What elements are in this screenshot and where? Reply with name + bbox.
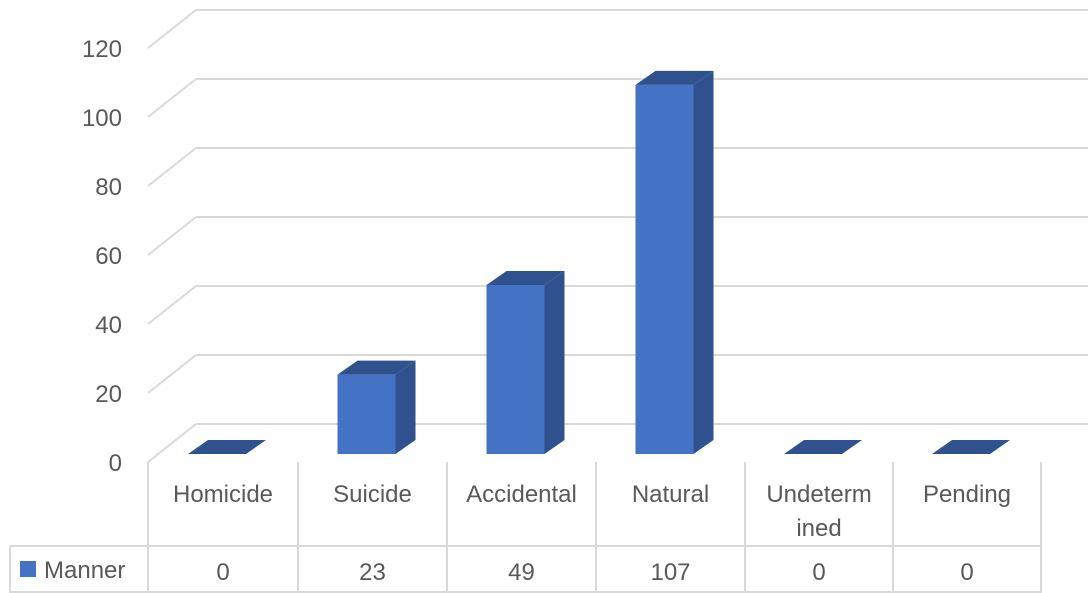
gridline-depth (147, 147, 197, 187)
gridline-depth (147, 354, 197, 394)
bar-top (188, 440, 266, 454)
legend-swatch (20, 561, 36, 577)
bar-side (395, 360, 416, 454)
data-value-label: 0 (216, 559, 229, 586)
gridline-depth (147, 216, 197, 256)
data-table: Homicide Suicide Accidental Natural Undeterm… (9, 462, 1042, 593)
y-tick-label: 80 (95, 174, 122, 201)
gridline-depth (147, 78, 197, 118)
bar (635, 70, 714, 454)
data-value-label: 107 (650, 559, 690, 586)
x-category-label: Natural (632, 481, 709, 508)
x-category-label: Pending (923, 481, 1011, 508)
bar-front (486, 284, 545, 454)
y-axis-ticks: 0 20 40 60 80 100 120 (82, 36, 122, 477)
data-value-label: 49 (508, 559, 535, 586)
data-value-label: 23 (359, 559, 386, 586)
y-tick-label: 0 (109, 450, 122, 477)
bar-top (486, 270, 565, 285)
bar-side (693, 70, 714, 454)
x-category-label: Accidental (466, 481, 577, 508)
bar (784, 440, 862, 454)
gridline-depth (147, 423, 197, 463)
y-tick-label: 60 (95, 243, 122, 270)
bar-top (784, 440, 862, 454)
y-tick-label: 20 (95, 381, 122, 408)
bar (932, 440, 1010, 454)
y-tick-label: 40 (95, 312, 122, 339)
data-value-label: 0 (812, 559, 825, 586)
bar-top (337, 360, 416, 375)
series-name-label: Manner (44, 557, 125, 584)
bar-front (635, 84, 694, 454)
bars-layer (188, 70, 1010, 454)
bar-top (932, 440, 1010, 454)
y-tick-label: 100 (82, 105, 122, 132)
gridline-depth (147, 285, 197, 325)
data-value-label: 0 (960, 559, 973, 586)
y-tick-label: 120 (82, 36, 122, 63)
bar (188, 440, 266, 454)
grid-layer (147, 9, 1088, 463)
x-category-label: Undeterm ined (766, 481, 871, 542)
bar (486, 270, 565, 454)
bar-front (337, 374, 396, 454)
gridline-depth (147, 9, 197, 49)
x-category-label: Suicide (333, 481, 412, 508)
x-category-label: Homicide (173, 481, 273, 508)
bar (337, 360, 416, 454)
bar-top (635, 70, 714, 85)
bar-side (544, 270, 565, 454)
